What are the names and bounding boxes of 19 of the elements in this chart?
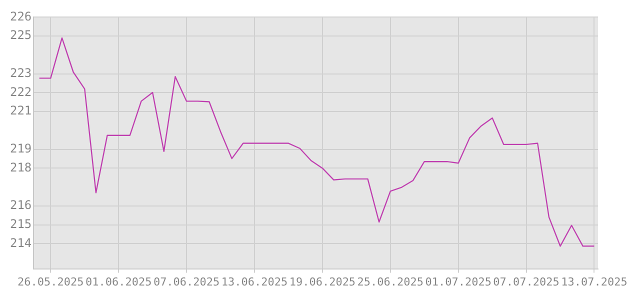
x-tick-label: 01.07.2025 [425,275,492,288]
x-tick-label: 19.06.2025 [289,275,356,288]
y-tick-label: 214 [10,236,32,250]
x-tick-label: 07.07.2025 [493,275,560,288]
y-tick-label: 226 [10,9,32,24]
x-tick-label: 26.05.2025 [18,275,84,288]
y-tick-label: 223 [10,66,32,80]
x-tick-label: 13.07.2025 [561,275,628,288]
y-tick-label: 221 [10,104,32,118]
x-tick-label: 01.06.2025 [85,275,152,288]
x-tick-label: 25.06.2025 [357,275,424,288]
y-tick-label: 218 [10,160,32,174]
x-tick-label: 13.06.2025 [221,275,288,288]
y-tick-label: 225 [10,28,32,42]
y-tick-label: 219 [10,141,32,156]
y-tick-label: 216 [10,198,32,212]
x-tick-label: 07.06.2025 [153,275,220,288]
y-tick-label: 222 [10,84,32,99]
y-tick-label: 215 [10,216,32,231]
